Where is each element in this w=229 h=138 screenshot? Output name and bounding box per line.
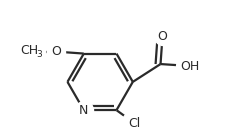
Text: Cl: Cl xyxy=(128,116,140,130)
Text: O: O xyxy=(51,45,61,58)
Text: N: N xyxy=(79,104,88,117)
Text: 3: 3 xyxy=(36,50,42,59)
Text: OH: OH xyxy=(180,59,199,73)
Text: CH: CH xyxy=(20,44,38,57)
Text: O: O xyxy=(157,30,167,43)
